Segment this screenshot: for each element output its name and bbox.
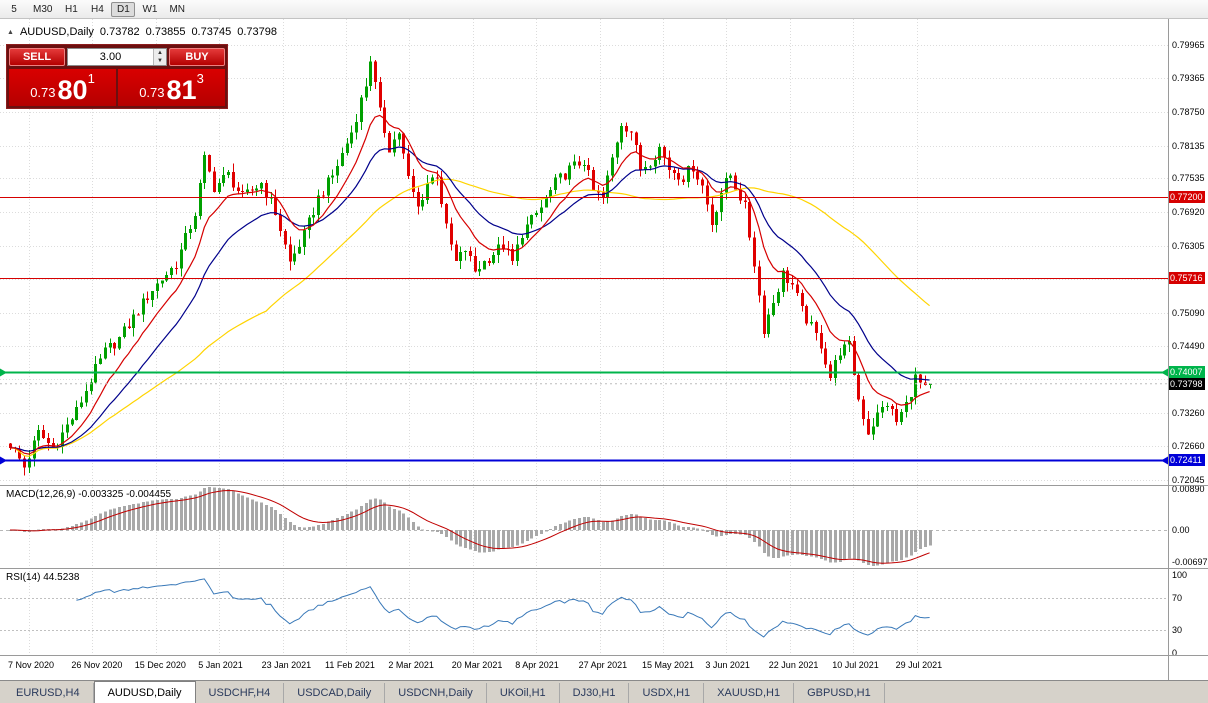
macd-axis-label: -0.00697 [1172, 557, 1208, 568]
ohlc-high: 0.73855 [145, 26, 186, 38]
date-label: 11 Feb 2021 [325, 660, 375, 670]
sell-price-prefix: 0.73 [30, 85, 56, 100]
macd-label: MACD(12,26,9) -0.003325 -0.004455 [6, 489, 172, 500]
line-price-flag: 0.75716 [1168, 272, 1205, 285]
period-button-5[interactable]: 5 [11, 3, 17, 15]
price-axis-label: 0.72045 [1172, 475, 1205, 485]
period-button-h1[interactable]: H1 [65, 3, 78, 15]
rsi-axis-label: 30 [1172, 624, 1183, 635]
ohlc-close: 0.73798 [237, 26, 277, 38]
volume-up-icon[interactable]: ▲ [154, 49, 166, 57]
tab-audusd-daily[interactable]: AUDUSD,Daily [93, 681, 196, 703]
sell-price-big: 80 [57, 75, 88, 105]
panel-divider [0, 655, 1208, 656]
volume-input[interactable]: 3.00 ▲ ▼ [67, 48, 167, 66]
price-axis-label: 0.76920 [1172, 207, 1205, 218]
date-label: 5 Jan 2021 [198, 660, 243, 670]
price-axis-label: 0.78750 [1172, 106, 1205, 117]
tab-gbpusd-h1[interactable]: GBPUSD,H1 [794, 683, 885, 703]
ohlc-low: 0.73745 [191, 26, 232, 38]
rsi-label: RSI(14) 44.5238 [6, 572, 80, 583]
line-price-flag: 0.72411 [1168, 453, 1205, 466]
period-toolbar: 5 M30 H1 H4 D1 W1 MN [0, 0, 1208, 19]
buy-price-big: 81 [166, 75, 197, 105]
volume-value[interactable]: 3.00 [99, 51, 122, 63]
macd-axis-label: 0.00890 [1172, 484, 1205, 495]
ohlc-open: 0.73782 [99, 26, 140, 38]
rsi-axis-label: 70 [1172, 593, 1183, 604]
time-axis[interactable]: 7 Nov 2020 26 Nov 2020 15 Dec 2020 5 Jan 20… [0, 656, 1168, 677]
price-axis-label: 0.79965 [1172, 40, 1205, 50]
price-axis-label: 0.79365 [1172, 72, 1205, 83]
panel-divider[interactable] [0, 485, 1208, 486]
line-price-flag: 0.77200 [1168, 190, 1205, 203]
macd-axis-label: 0.00 [1172, 525, 1190, 535]
volume-down-icon[interactable]: ▼ [154, 57, 166, 65]
tab-eurusd-h4[interactable]: EURUSD,H4 [3, 683, 94, 703]
date-label: 26 Nov 2020 [71, 660, 123, 670]
date-label: 2 Mar 2021 [388, 660, 434, 670]
buy-button[interactable]: BUY [169, 48, 225, 66]
tab-usdx-h1[interactable]: USDX,H1 [629, 683, 705, 703]
sell-button[interactable]: SELL [9, 48, 65, 66]
period-button-h4[interactable]: H4 [91, 3, 104, 15]
chart-symbol-label: AUDUSD,Daily [19, 26, 94, 38]
date-label: 3 Jun 2021 [705, 660, 750, 670]
axis-separator [1168, 19, 1169, 680]
price-axis-label: 0.73260 [1172, 408, 1205, 419]
price-axis[interactable]: 0.79965 0.79365 0.78750 0.78135 0.77535 0.769… [1168, 19, 1208, 680]
rsi-axis-label: 100 [1172, 570, 1188, 580]
period-button-d1[interactable]: D1 [111, 1, 136, 17]
tab-usdchf-h4[interactable]: USDCHF,H4 [196, 683, 285, 703]
price-axis-label: 0.78135 [1172, 140, 1205, 151]
chart-title: ▲ AUDUSD,Daily 0.73782 0.73855 0.73745 0… [7, 26, 277, 38]
price-axis-label: 0.77535 [1172, 173, 1205, 184]
chart-symbol-icon: ▲ [7, 28, 14, 36]
tab-dj30-h1[interactable]: DJ30,H1 [560, 683, 630, 703]
price-axis-label: 0.76305 [1172, 241, 1205, 252]
buy-price-prefix: 0.73 [139, 85, 165, 100]
date-label: 15 May 2021 [642, 660, 695, 670]
date-label: 27 Apr 2021 [578, 660, 628, 670]
date-label: 15 Dec 2020 [134, 660, 186, 670]
period-button-m30[interactable]: M30 [33, 3, 53, 15]
date-label: 20 Mar 2021 [451, 660, 503, 670]
buy-price-sup: 3 [196, 71, 204, 86]
sell-price[interactable]: 0.73 80 1 [9, 69, 116, 106]
tab-usdcnh-daily[interactable]: USDCNH,Daily [385, 683, 487, 703]
sell-price-sup: 1 [87, 71, 95, 86]
chart-area[interactable] [0, 19, 1168, 655]
volume-spinner[interactable]: ▲ ▼ [153, 49, 166, 65]
tab-ukoil-h1[interactable]: UKOil,H1 [487, 683, 560, 703]
candlestick-chart[interactable] [0, 19, 1168, 655]
current-price-flag: 0.73798 [1168, 377, 1205, 390]
period-button-w1[interactable]: W1 [142, 3, 158, 15]
date-label: 8 Apr 2021 [515, 660, 559, 670]
date-label: 22 Jun 2021 [768, 660, 819, 670]
date-label: 23 Jan 2021 [261, 660, 312, 670]
price-axis-label: 0.74490 [1172, 340, 1205, 351]
period-button-mn[interactable]: MN [169, 3, 186, 15]
line-price-flag: 0.74007 [1168, 366, 1205, 379]
rsi-axis-label: 0 [1172, 648, 1178, 658]
date-label: 10 Jul 2021 [832, 660, 879, 670]
one-click-trading-panel: SELL 3.00 ▲ ▼ BUY 0.73 80 1 0.73 81 3 [6, 44, 228, 109]
date-label: 29 Jul 2021 [895, 660, 943, 670]
price-axis-label: 0.72660 [1172, 441, 1205, 452]
buy-price[interactable]: 0.73 81 3 [118, 69, 225, 106]
tab-usdcad-daily[interactable]: USDCAD,Daily [284, 683, 386, 703]
price-axis-label: 0.75090 [1172, 307, 1205, 318]
panel-divider[interactable] [0, 568, 1208, 569]
date-label: 7 Nov 2020 [8, 660, 55, 670]
chart-tabs: EURUSD,H4 AUDUSD,Daily USDCHF,H4 USDCAD,Dai… [0, 680, 1208, 703]
tab-xauusd-h1[interactable]: XAUUSD,H1 [704, 683, 795, 703]
